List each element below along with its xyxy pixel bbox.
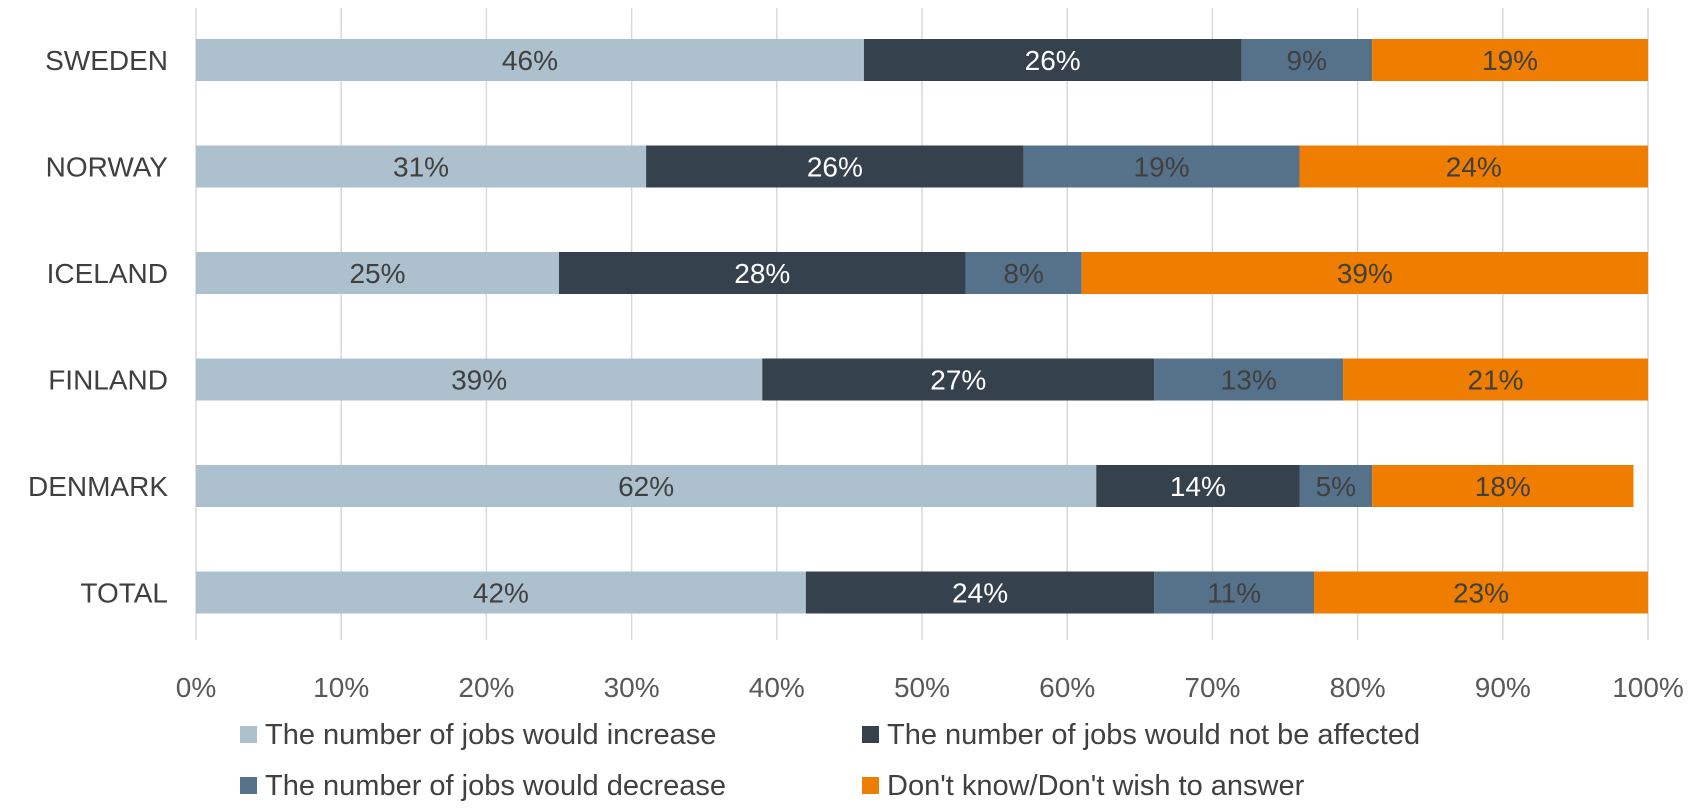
x-tick-label: 30% (604, 672, 660, 703)
data-label: 27% (930, 365, 986, 396)
data-label: 18% (1475, 471, 1531, 502)
bar-segment (1372, 39, 1648, 81)
data-label: 39% (451, 365, 507, 396)
data-label: 24% (1446, 152, 1502, 183)
data-label: 46% (502, 45, 558, 76)
legend: The number of jobs would increase The num… (240, 719, 1420, 802)
category-labels: SWEDEN NORWAY ICELAND FINLAND DENMARK TOTAL (28, 45, 168, 609)
data-label: 24% (952, 578, 1008, 609)
data-label: 5% (1316, 471, 1356, 502)
x-tick-label: 80% (1330, 672, 1386, 703)
bar-segment (196, 252, 559, 294)
data-label: 62% (618, 471, 674, 502)
x-tick-label: 40% (749, 672, 805, 703)
bar-segment (805, 571, 1155, 614)
x-tick-label: 50% (894, 672, 950, 703)
category-label: TOTAL (80, 578, 168, 609)
bar-segment (1096, 465, 1300, 507)
data-label: 28% (734, 258, 790, 289)
legend-label: The number of jobs would increase (265, 719, 716, 751)
x-tick-label: 100% (1612, 672, 1684, 703)
bar-segment (196, 465, 1097, 507)
legend-label: The number of jobs would decrease (265, 770, 726, 802)
bar-segment (1241, 39, 1373, 81)
bar-segment (196, 39, 864, 81)
x-tick-label: 0% (176, 672, 216, 703)
category-label: ICELAND (47, 258, 168, 289)
bar-segment (1023, 145, 1300, 188)
data-label: 14% (1170, 471, 1226, 502)
x-tick-label: 70% (1184, 672, 1240, 703)
bar-segment (196, 571, 806, 614)
data-label: 42% (473, 578, 529, 609)
data-label: 26% (1025, 45, 1081, 76)
data-label: 19% (1134, 152, 1190, 183)
legend-swatch (240, 726, 257, 743)
bar-segment (559, 252, 966, 294)
bar-segment (1299, 145, 1648, 188)
legend-swatch (862, 726, 879, 743)
data-label: 21% (1468, 365, 1524, 396)
bar-segment (196, 358, 763, 401)
data-label: 31% (393, 152, 449, 183)
bar-segment (762, 358, 1155, 401)
bar-segment (1081, 252, 1648, 294)
bar-segment (1343, 358, 1648, 401)
x-tick-label: 90% (1475, 672, 1531, 703)
data-label: 19% (1482, 45, 1538, 76)
data-label: 11% (1207, 578, 1261, 609)
x-tick-label: 20% (458, 672, 514, 703)
legend-swatch (862, 777, 879, 794)
legend-label: The number of jobs would not be affected (887, 719, 1420, 751)
bar-segment (1154, 571, 1315, 614)
category-label: NORWAY (46, 152, 169, 183)
bar-segment (196, 145, 647, 188)
bars: 46% 26% 9% 19% 31% 26% 19% 24% 25% 28% 8% 39% 39% 27%… (196, 39, 1648, 614)
bar-segment (1299, 465, 1373, 507)
data-label: 8% (1003, 258, 1043, 289)
data-label: 26% (807, 152, 863, 183)
data-label: 39% (1337, 258, 1393, 289)
data-label: 25% (349, 258, 405, 289)
bar-segment (1372, 465, 1634, 507)
data-label: 13% (1221, 365, 1277, 396)
data-label: 9% (1287, 45, 1327, 76)
bar-segment (1154, 358, 1344, 401)
data-label: 23% (1453, 578, 1509, 609)
bar-segment (1314, 571, 1648, 614)
bar-segment (646, 145, 1024, 188)
x-tick-label: 60% (1039, 672, 1095, 703)
category-label: FINLAND (48, 365, 168, 396)
x-tick-label: 10% (313, 672, 369, 703)
legend-swatch (240, 777, 257, 794)
bar-segment (863, 39, 1242, 81)
legend-label: Don't know/Don't wish to answer (887, 770, 1305, 802)
bar-segment (965, 252, 1082, 294)
category-label: DENMARK (28, 471, 168, 502)
gridlines (195, 8, 1649, 640)
category-label: SWEDEN (45, 45, 168, 76)
x-axis-tick-labels: 0% 10% 20% 30% 40% 50% 60% 70% 80% 90% 100% (176, 672, 1684, 703)
